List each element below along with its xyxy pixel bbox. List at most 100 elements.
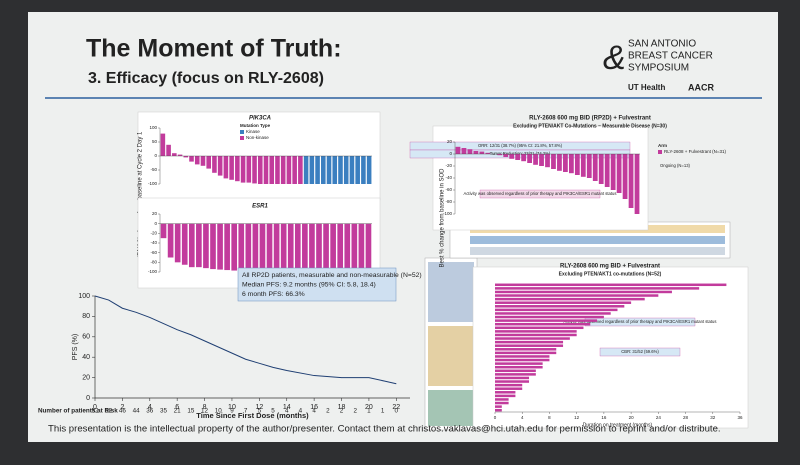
bar bbox=[177, 154, 183, 156]
logo-text: SYMPOSIUM bbox=[628, 63, 689, 74]
chart-subtitle: Excluding PTEN/AKT1 co-mutations (N=52) bbox=[559, 271, 662, 277]
bar bbox=[557, 154, 562, 171]
y-tick-label: 100 bbox=[149, 125, 157, 130]
bar bbox=[229, 156, 234, 180]
oncoprint-cells bbox=[428, 262, 474, 322]
bar bbox=[315, 156, 320, 184]
swimmer-bar bbox=[495, 383, 523, 387]
y-tick-label: 0 bbox=[449, 151, 452, 156]
bar bbox=[217, 156, 223, 176]
y-tick-label: 20 bbox=[447, 139, 453, 144]
summary-line: 6 month PFS: 66.3% bbox=[242, 291, 305, 298]
bar bbox=[287, 223, 294, 272]
risk-count: 2 bbox=[340, 408, 344, 415]
bar bbox=[203, 223, 209, 269]
bar bbox=[634, 154, 640, 214]
legend-swatch bbox=[240, 136, 244, 140]
summary-box bbox=[237, 267, 397, 302]
swimmer-bar bbox=[495, 315, 604, 319]
bar bbox=[467, 149, 473, 154]
swimmer-bar bbox=[495, 330, 577, 333]
chart-title: RLY-2608 600 mg BID + Fulvestrant bbox=[560, 264, 660, 270]
y-tick-label: 100 bbox=[78, 293, 90, 300]
swimmer-bar bbox=[495, 358, 550, 362]
swimmer-bar bbox=[495, 322, 591, 326]
swimmer-bar bbox=[495, 376, 530, 380]
bar bbox=[586, 154, 592, 178]
bar bbox=[160, 223, 167, 239]
swimmer-bar bbox=[495, 308, 618, 312]
partner-logo: UT Health bbox=[628, 83, 665, 92]
bar bbox=[252, 156, 257, 184]
bar bbox=[269, 156, 275, 184]
legend-swatch bbox=[658, 150, 662, 154]
y-tick-label: -60 bbox=[445, 187, 452, 192]
bar bbox=[497, 154, 503, 156]
bar bbox=[332, 156, 338, 184]
y-axis-label: PFS (%) bbox=[72, 334, 79, 360]
swimmer-bar bbox=[495, 362, 543, 365]
bar bbox=[252, 223, 259, 272]
swimmer-bar bbox=[495, 312, 611, 315]
bar bbox=[316, 223, 322, 272]
annotation: Activity was observed regardless of prio… bbox=[564, 319, 717, 324]
bar bbox=[365, 223, 372, 272]
x-tick-label: 10 bbox=[228, 404, 236, 411]
legend-label: RLY-2608 + Fulvestrant (N=31) bbox=[664, 149, 727, 154]
swimmer-bar bbox=[495, 297, 645, 301]
bar bbox=[358, 223, 365, 272]
bar bbox=[303, 156, 309, 184]
x-tick-label: 16 bbox=[601, 415, 607, 420]
x-tick-label: 22 bbox=[392, 404, 400, 411]
bar bbox=[539, 154, 544, 166]
bar bbox=[292, 156, 297, 184]
x-axis-label: Time Since First Dose (months) bbox=[196, 411, 309, 420]
chart-title: RLY-2608 600 mg BID (RP2D) + Fulvestrant bbox=[529, 116, 651, 122]
x-tick-label: 16 bbox=[310, 404, 318, 411]
risk-count: 1 bbox=[367, 408, 371, 415]
y-tick-label: -20 bbox=[445, 163, 452, 168]
bar bbox=[181, 223, 188, 265]
table-row bbox=[470, 236, 725, 244]
bar bbox=[266, 223, 273, 272]
bar bbox=[189, 156, 194, 162]
bar bbox=[246, 156, 252, 183]
bar bbox=[343, 156, 349, 184]
bar bbox=[263, 156, 269, 184]
bar bbox=[212, 156, 217, 173]
x-axis-label: Duration on treatment (months) bbox=[583, 422, 653, 428]
bar bbox=[503, 154, 509, 157]
x-tick-label: 8 bbox=[548, 415, 551, 420]
oncoprint-cells bbox=[428, 390, 474, 426]
y-tick-label: -100 bbox=[148, 269, 158, 274]
bar bbox=[321, 156, 326, 184]
chart-title: PIK3CA bbox=[249, 116, 271, 122]
bar bbox=[330, 223, 336, 272]
y-tick-label: 20 bbox=[152, 211, 158, 216]
bar bbox=[521, 154, 527, 162]
swimmer-bar bbox=[495, 351, 557, 355]
bar bbox=[604, 154, 610, 187]
bar bbox=[473, 151, 479, 154]
swimmer-bar bbox=[495, 369, 536, 373]
legend-swatch bbox=[240, 130, 244, 134]
axes bbox=[94, 296, 410, 399]
bar bbox=[206, 156, 211, 169]
bar bbox=[309, 156, 315, 184]
x-tick-label: 0 bbox=[93, 404, 97, 411]
swimmer-bar bbox=[495, 401, 509, 405]
chart-panel bbox=[472, 266, 749, 429]
y-tick-label: 0 bbox=[154, 221, 157, 226]
bar bbox=[223, 156, 229, 179]
swimmer-bar bbox=[495, 398, 509, 401]
x-tick-label: 6 bbox=[175, 404, 179, 411]
bar bbox=[200, 156, 206, 166]
bar bbox=[568, 154, 574, 174]
bar bbox=[337, 223, 344, 272]
y-tick-label: 60 bbox=[82, 334, 90, 341]
legend-title: Mutation Type bbox=[240, 123, 271, 128]
risk-count: 4 bbox=[312, 408, 316, 415]
risk-count: 0 bbox=[395, 408, 399, 415]
bar bbox=[580, 154, 586, 177]
